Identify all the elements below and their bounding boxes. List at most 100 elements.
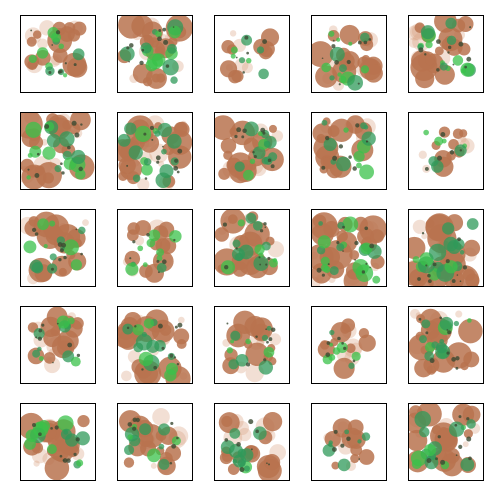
sample-image-8 [215,115,284,184]
dark-speck [447,45,452,50]
dark-speck [66,458,71,463]
green-patch [49,220,56,227]
sample-tile-16 [20,306,96,384]
dark-speck [222,222,227,227]
brown-blob [370,229,385,244]
green-patch [336,37,341,42]
green-patch [328,30,335,37]
sample-image-13 [215,210,285,279]
green-patch [361,432,371,441]
green-patch [336,243,345,252]
dark-speck [425,264,428,267]
green-patch [168,25,182,39]
sample-tile-19 [311,306,387,384]
green-patch [59,131,75,147]
dark-speck [126,46,130,50]
dark-speck [57,70,61,74]
green-patch [453,320,460,327]
sample-image-17 [118,309,191,383]
dark-speck [134,325,137,328]
dark-speck [161,346,165,350]
green-patch [444,260,458,274]
brown-blob [138,431,154,447]
dark-speck [355,123,360,128]
green-patch [142,262,148,268]
dark-speck [458,444,463,449]
dark-speck [50,267,55,271]
dark-speck [424,53,427,56]
green-patch [338,64,347,73]
sample-tile-8 [214,112,290,190]
brown-blob [415,69,435,89]
dark-speck [334,60,339,65]
dark-speck [331,446,337,452]
halo-blob [412,219,427,234]
dark-speck [455,366,459,370]
green-patch [38,356,44,362]
dark-speck [369,243,375,249]
halo-blob [241,62,253,74]
green-patch [329,75,335,81]
green-patch [322,444,336,457]
dark-speck [437,435,441,439]
sample-tile-22 [117,403,193,481]
dark-speck [440,132,446,137]
dark-speck [364,226,369,231]
dark-speck [255,429,259,434]
dark-speck [427,273,431,278]
dark-speck [456,274,459,276]
green-patch [47,27,60,39]
sample-tile-2 [117,15,193,93]
sample-image-18 [222,310,282,383]
brown-blob [462,268,476,282]
green-patch [157,423,171,436]
dark-speck [31,227,37,232]
dark-speck [162,259,167,265]
dark-speck [321,57,324,60]
dark-speck [358,458,361,460]
dark-speck [30,29,33,32]
dark-speck [327,263,330,266]
green-patch [431,160,444,173]
green-patch [448,421,465,437]
green-patch [351,351,361,361]
halo-blob [418,150,427,159]
dark-speck [264,226,267,229]
dark-speck [176,170,180,174]
dark-speck [234,134,238,139]
brown-blob [425,213,454,242]
dark-speck [162,145,164,148]
dark-speck [242,128,247,133]
dark-speck [424,166,429,171]
dark-speck [71,120,77,126]
green-patch [31,261,44,274]
dark-speck [258,256,261,259]
dark-speck [35,336,38,339]
dark-speck [144,177,148,180]
green-patch [441,138,447,144]
green-patch [435,344,451,360]
dark-speck [333,429,338,434]
dark-speck [27,168,30,171]
dark-speck [332,155,338,161]
green-patch [244,121,259,137]
green-patch [332,347,341,355]
sample-tile-7 [117,112,193,190]
dark-speck [464,65,467,69]
dark-speck [162,27,167,32]
dark-speck [246,51,249,55]
dark-speck [365,262,368,265]
dark-speck [418,317,422,321]
dark-speck [236,442,241,447]
sample-tile-6 [20,112,96,190]
brown-blob [220,210,246,234]
sample-tile-17 [117,306,193,384]
green-patch [347,74,364,91]
brown-blob [268,124,277,133]
sample-image-9 [312,115,376,180]
sample-image-24 [322,418,375,472]
dark-speck [337,336,341,341]
dark-speck [236,127,242,133]
brown-blob [257,458,282,480]
brown-blob [215,115,236,140]
